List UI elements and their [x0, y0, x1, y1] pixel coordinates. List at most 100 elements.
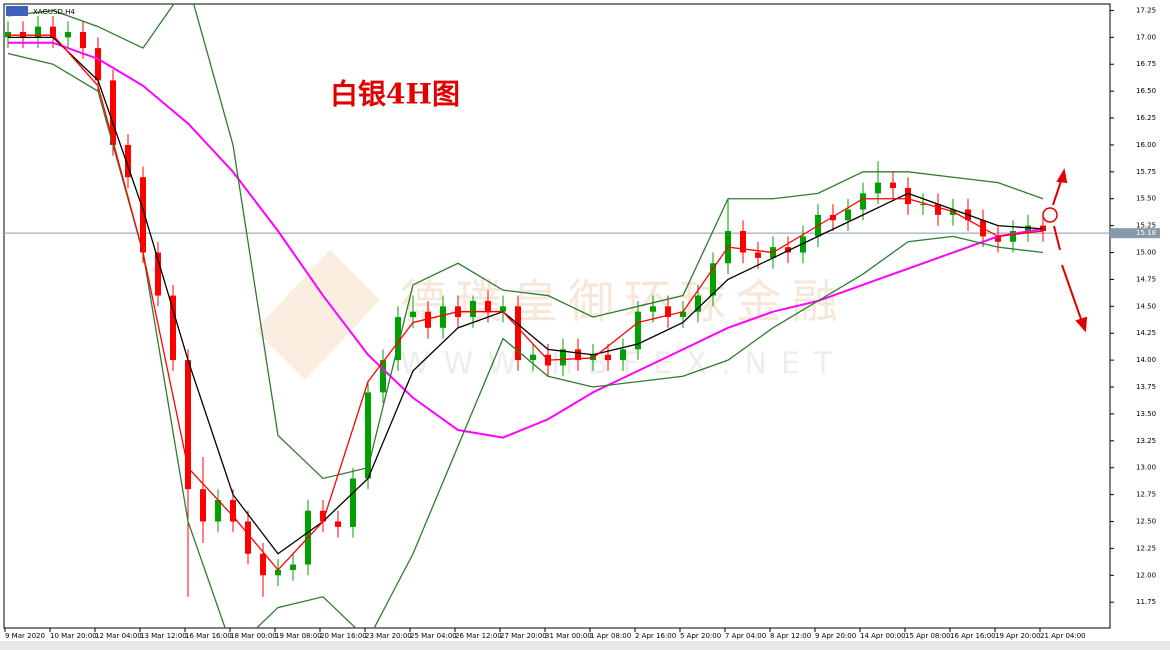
candle-body: [800, 236, 806, 253]
arrow-down: [1061, 264, 1083, 323]
x-tick-label: 26 Mar 12:00: [455, 632, 502, 640]
y-tick-label: 14.75: [1136, 275, 1156, 283]
y-tick-label: 12.00: [1136, 571, 1156, 579]
candle-body: [425, 311, 431, 328]
arrow-head: [1075, 316, 1088, 333]
watermark-logo: [255, 250, 380, 380]
x-tick-label: 21 Apr 04:00: [1040, 632, 1086, 640]
y-tick-label: 16.50: [1136, 87, 1156, 95]
y-tick-label: 17.25: [1136, 6, 1156, 14]
watermark-url: WWW.HBFEX.NET: [400, 347, 846, 382]
y-tick-label: 11.75: [1136, 598, 1156, 606]
y-tick-label: 15.75: [1136, 168, 1156, 176]
arrow-down: [1053, 225, 1061, 251]
candle-body: [485, 300, 491, 312]
candle-body: [1010, 231, 1016, 242]
x-tick-label: 9 Apr 20:00: [815, 632, 856, 640]
indicator-line: [7, 4, 1044, 480]
y-tick-label: 15.50: [1136, 195, 1156, 203]
candle-body: [350, 478, 356, 527]
candle-body: [575, 349, 581, 361]
x-tick-label: 7 Apr 04:00: [725, 632, 766, 640]
candle-body: [35, 26, 41, 38]
x-tick-label: 8 Apr 12:00: [770, 632, 811, 640]
x-tick-label: 12 Mar 04:00: [95, 632, 142, 640]
marker-circle: [1042, 207, 1058, 223]
candle-body: [185, 360, 191, 490]
y-tick-label: 16.25: [1136, 114, 1156, 122]
plot-frame: [3, 3, 1111, 629]
x-tick-label: 31 Mar 00:00: [545, 632, 592, 640]
x-tick-label: 5 Apr 20:00: [680, 632, 721, 640]
x-tick-label: 18 Mar 00:00: [230, 632, 277, 640]
candle-body: [260, 553, 266, 576]
indicator-line: [8, 34, 1044, 571]
arrow-up: [1052, 177, 1063, 206]
x-tick-label: 10 Mar 20:00: [50, 632, 97, 640]
x-tick-label: 16 Apr 16:00: [950, 632, 996, 640]
y-tick-label: 13.50: [1136, 410, 1156, 418]
symbol-icon: [6, 6, 28, 16]
candle-body: [920, 204, 926, 206]
candle-body: [320, 510, 326, 522]
candle-body: [245, 521, 251, 554]
y-tick-label: 13.25: [1136, 437, 1156, 445]
candle-body: [875, 182, 881, 194]
candle-body: [680, 311, 686, 318]
indicator-line: [8, 36, 1044, 555]
candle-body: [665, 306, 671, 318]
x-tick-label: 25 Mar 04:00: [410, 632, 457, 640]
y-tick-label: 16.75: [1136, 60, 1156, 68]
candle-body: [110, 80, 116, 145]
y-tick-label: 14.00: [1136, 356, 1156, 364]
x-tick-label: 9 Mar 2020: [5, 632, 45, 640]
x-tick-label: 13 Mar 12:00: [140, 632, 187, 640]
tab-bar: [0, 641, 1170, 650]
candle-body: [380, 360, 386, 393]
candle-body: [830, 214, 836, 221]
x-tick-label: 16 Mar 16:00: [185, 632, 232, 640]
candle-body: [650, 306, 656, 312]
candle-body: [620, 349, 626, 361]
y-tick-label: 13.00: [1136, 464, 1156, 472]
candle-body: [695, 295, 701, 312]
candle-body: [80, 31, 86, 49]
price-tag: [1110, 228, 1160, 239]
x-tick-label: 14 Apr 00:00: [860, 632, 906, 640]
candle-body: [95, 48, 101, 81]
symbol-label: XAGUSD,H4: [33, 8, 75, 16]
candle-body: [170, 295, 176, 361]
annotation: 白银4H图: [330, 78, 460, 111]
x-tick-label: 15 Apr 08:00: [905, 632, 951, 640]
y-tick-label: 12.25: [1136, 544, 1156, 552]
arrows: [1052, 168, 1088, 333]
y-tick-label: 13.75: [1136, 383, 1156, 391]
price-label: 15.18: [1136, 229, 1156, 237]
candle-body: [605, 354, 611, 361]
candle-body: [215, 499, 221, 522]
candle-body: [890, 182, 896, 188]
y-tick-label: 15.00: [1136, 249, 1156, 257]
candle-body: [635, 311, 641, 350]
candle-body: [140, 177, 146, 253]
candle-body: [65, 31, 71, 38]
candle-body: [740, 231, 746, 253]
candle-body: [275, 569, 281, 576]
y-tick-label: 12.75: [1136, 491, 1156, 499]
candle-body: [200, 489, 206, 522]
candle-body: [845, 209, 851, 221]
x-tick-label: 20 Mar 16:00: [320, 632, 367, 640]
x-tick-label: 23 Mar 20:00: [365, 632, 412, 640]
candle-body: [335, 521, 341, 527]
candle-body: [155, 252, 161, 296]
candle-body: [470, 300, 476, 318]
candle-body: [50, 26, 56, 38]
y-tick-label: 16.00: [1136, 141, 1156, 149]
candle-body: [515, 306, 521, 361]
candle-body: [710, 263, 716, 296]
x-tick-label: 27 Mar 20:00: [500, 632, 547, 640]
candle-body: [410, 311, 416, 318]
candle-body: [500, 306, 506, 312]
candle-body: [290, 564, 296, 570]
candle-body: [395, 317, 401, 361]
